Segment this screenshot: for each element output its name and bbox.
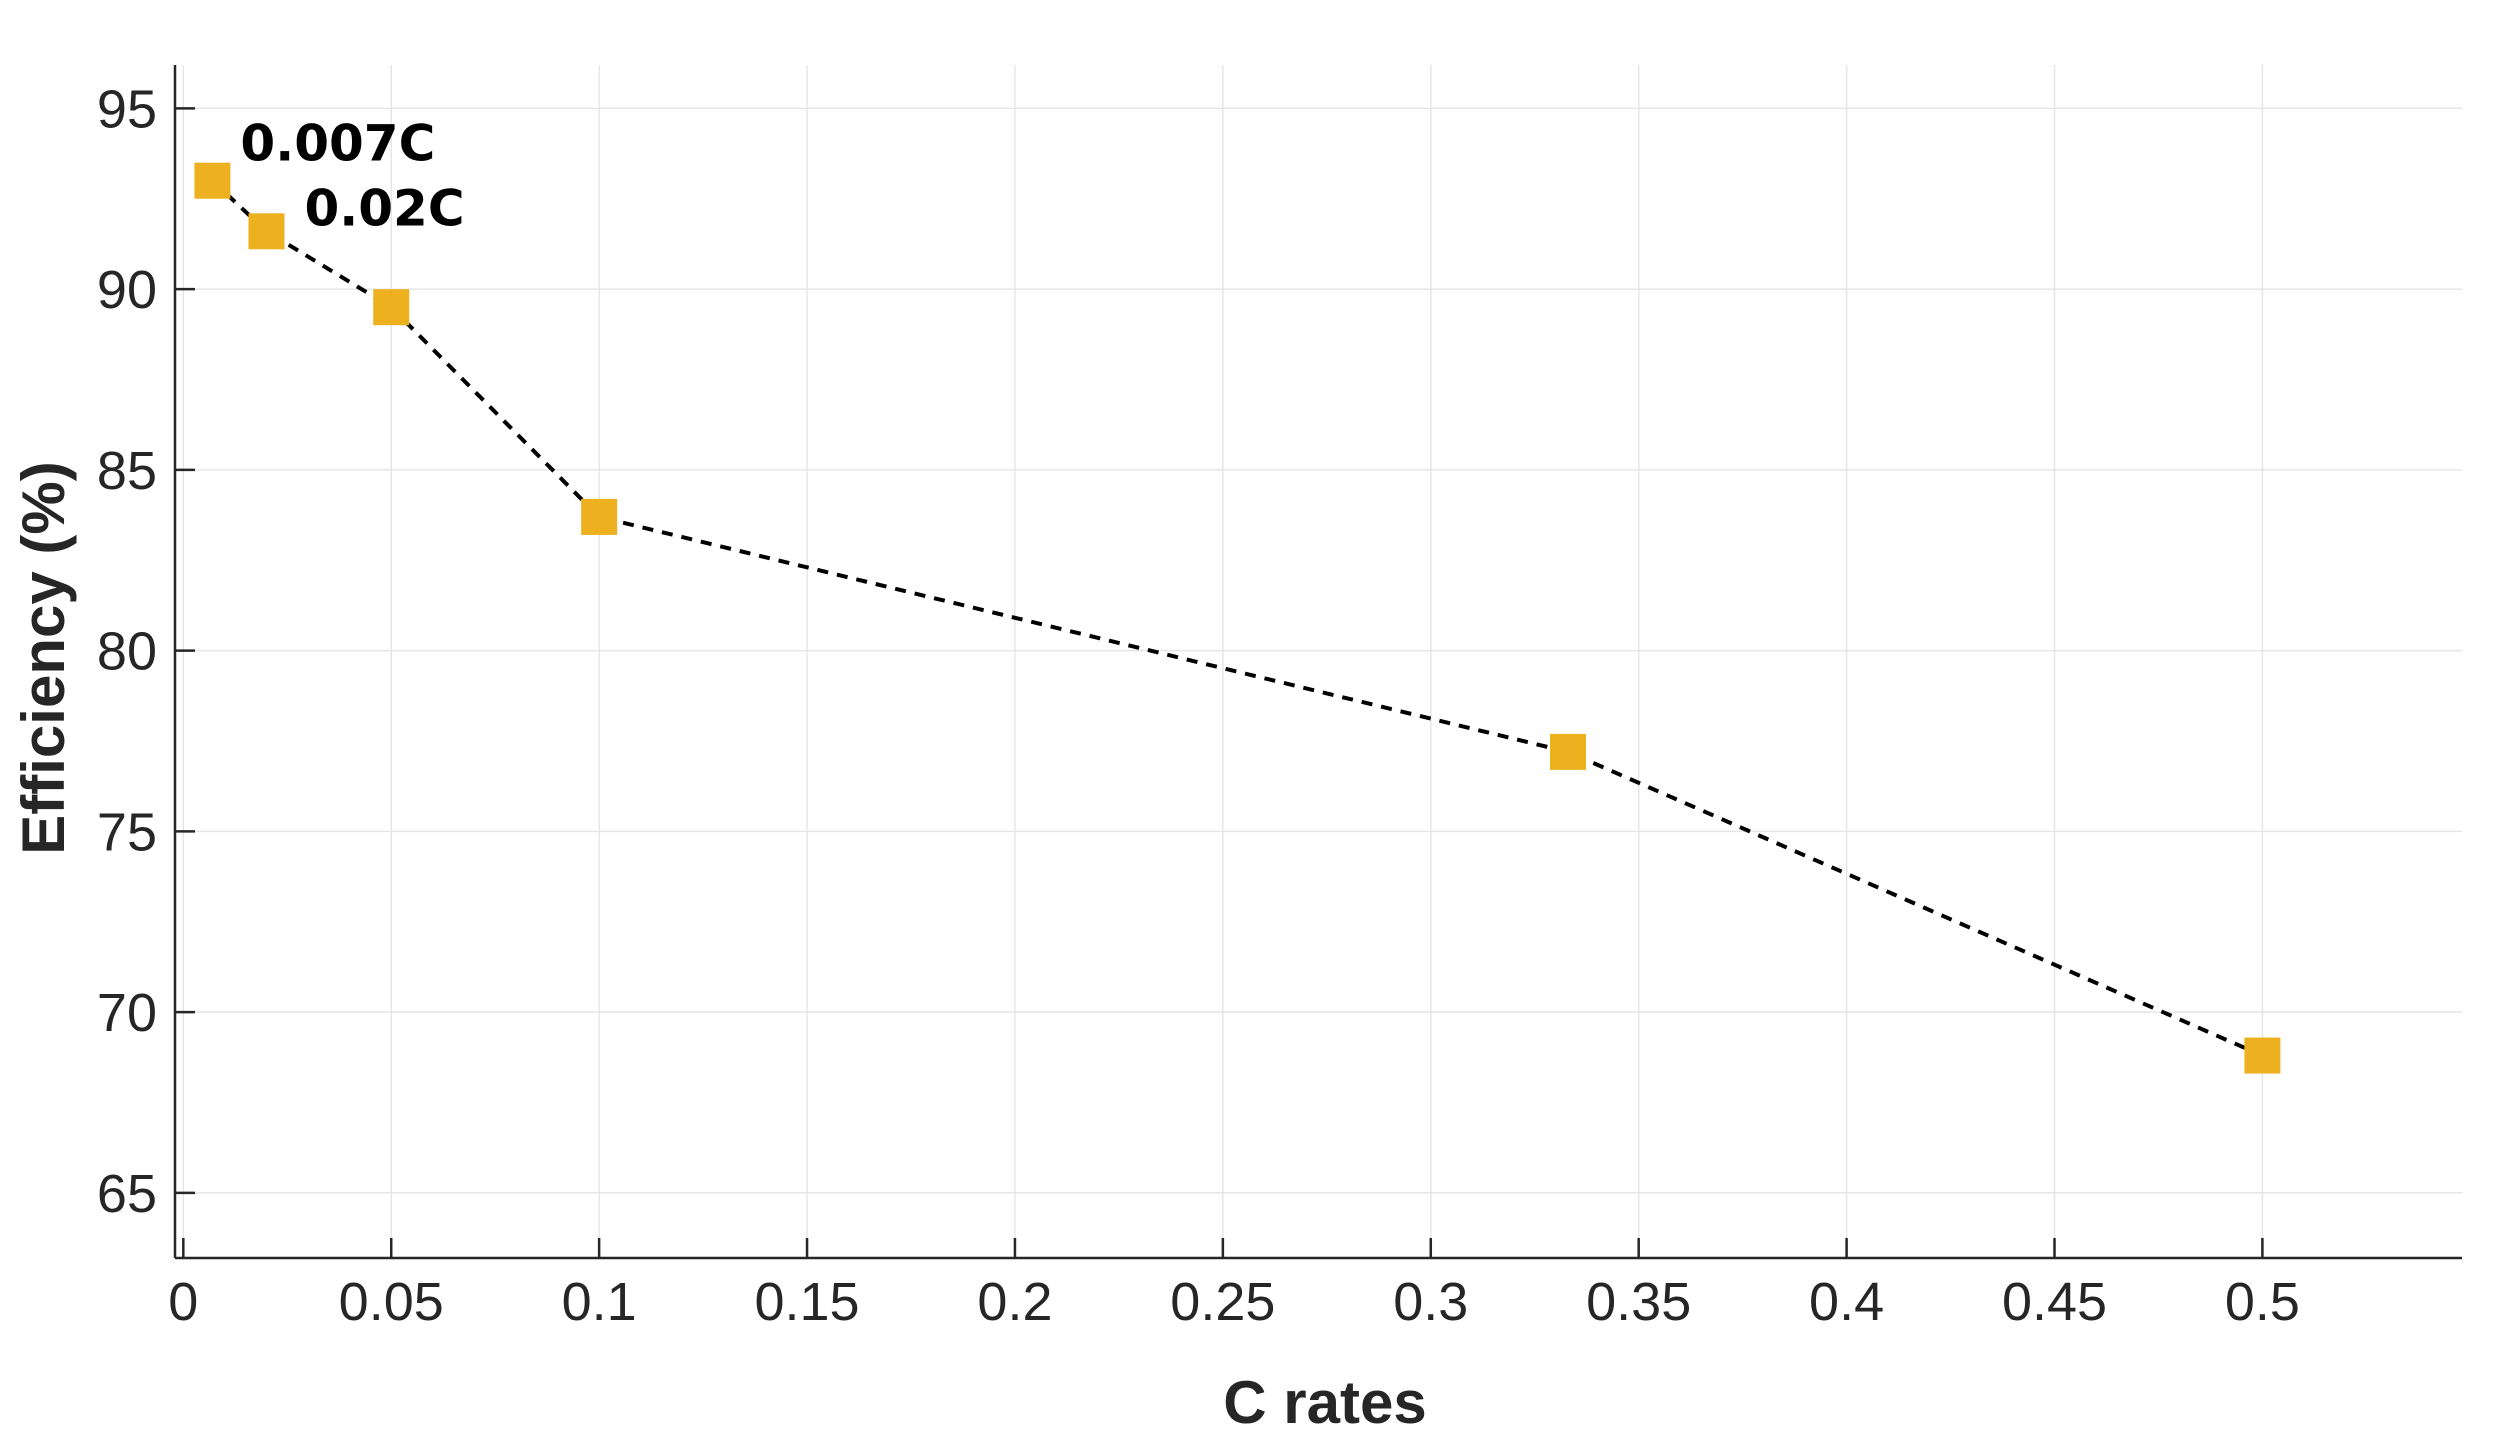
x-tick-label: 0.2 (977, 1272, 1052, 1332)
point-annotation: 0.02C (304, 179, 464, 237)
y-tick-label: 95 (97, 79, 157, 139)
axes-layer (173, 65, 2462, 1260)
x-tick-label: 0.05 (339, 1272, 444, 1332)
grid-layer (175, 65, 2462, 1258)
x-tick-label: 0.25 (1170, 1272, 1275, 1332)
x-tick-label: 0.3 (1393, 1272, 1468, 1332)
x-tick-label: 0.35 (1586, 1272, 1691, 1332)
annotations-layer: 0.007C 0.02C (240, 115, 464, 238)
x-tick-label: 0.15 (754, 1272, 859, 1332)
x-tick-label: 0.5 (2225, 1272, 2300, 1332)
data-point (2244, 1037, 2281, 1074)
x-tick-label: 0.4 (1809, 1272, 1884, 1332)
data-point (248, 213, 285, 250)
data-point (194, 162, 231, 199)
y-tick-label: 85 (97, 441, 157, 501)
data-point (1549, 733, 1586, 770)
x-tick-label: 0.1 (562, 1272, 637, 1332)
data-point (581, 498, 618, 535)
y-tick-label: 65 (97, 1164, 157, 1224)
y-tick-label: 80 (97, 622, 157, 682)
point-annotation: 0.007C (240, 115, 435, 173)
x-tick-label: 0 (168, 1272, 198, 1332)
y-tick-label: 75 (97, 802, 157, 862)
y-tick-label: 90 (97, 260, 157, 320)
x-tick-label: 0.45 (2002, 1272, 2107, 1332)
series-layer (194, 162, 2281, 1074)
series-line (211, 179, 2264, 1058)
ticks-layer: 0 0.05 0.1 0.15 0.2 0.25 0.3 0.35 0.4 0.45 0.5 65 70… (97, 79, 2300, 1332)
y-axis-title: Efficiency (%) (10, 461, 77, 854)
data-point (373, 289, 410, 326)
y-tick-label: 70 (97, 983, 157, 1043)
x-axis-title: C rates (1223, 1369, 1426, 1436)
